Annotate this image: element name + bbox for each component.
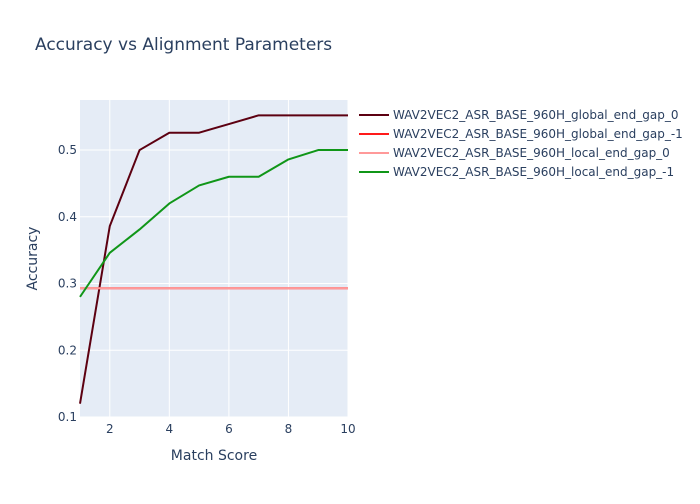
- grid-lines: [80, 100, 349, 418]
- plot-background: [80, 100, 348, 417]
- legend-label: WAV2VEC2_ASR_BASE_960H_local_end_gap_-1: [393, 165, 674, 179]
- chart-title: Accuracy vs Alignment Parameters: [35, 35, 332, 55]
- y-axis-label: Accuracy: [25, 227, 41, 291]
- x-axis-label: Match Score: [171, 448, 257, 464]
- x-tick-label: 4: [166, 422, 174, 436]
- legend-label: WAV2VEC2_ASR_BASE_960H_local_end_gap_0: [393, 146, 670, 160]
- series-line: [79, 114, 348, 404]
- series-line: [79, 149, 348, 298]
- x-tick-label: 8: [285, 422, 293, 436]
- y-tick-label: 0.3: [58, 277, 77, 291]
- legend-label: WAV2VEC2_ASR_BASE_960H_global_end_gap_0: [393, 108, 678, 122]
- axis-ticks: 2 4 6 8 10 0.1 0.2 0.3 0.4 0.5: [58, 143, 356, 436]
- legend: WAV2VEC2_ASR_BASE_960H_global_end_gap_0 W…: [359, 108, 683, 179]
- series-lines: [79, 114, 348, 404]
- legend-label: WAV2VEC2_ASR_BASE_960H_global_end_gap_-1: [393, 127, 683, 141]
- y-tick-label: 0.4: [58, 210, 77, 224]
- x-tick-label: 6: [225, 422, 233, 436]
- y-tick-label: 0.1: [58, 410, 77, 424]
- x-tick-label: 2: [106, 422, 114, 436]
- y-tick-label: 0.2: [58, 343, 77, 357]
- x-tick-label: 10: [340, 422, 355, 436]
- y-tick-label: 0.5: [58, 143, 77, 157]
